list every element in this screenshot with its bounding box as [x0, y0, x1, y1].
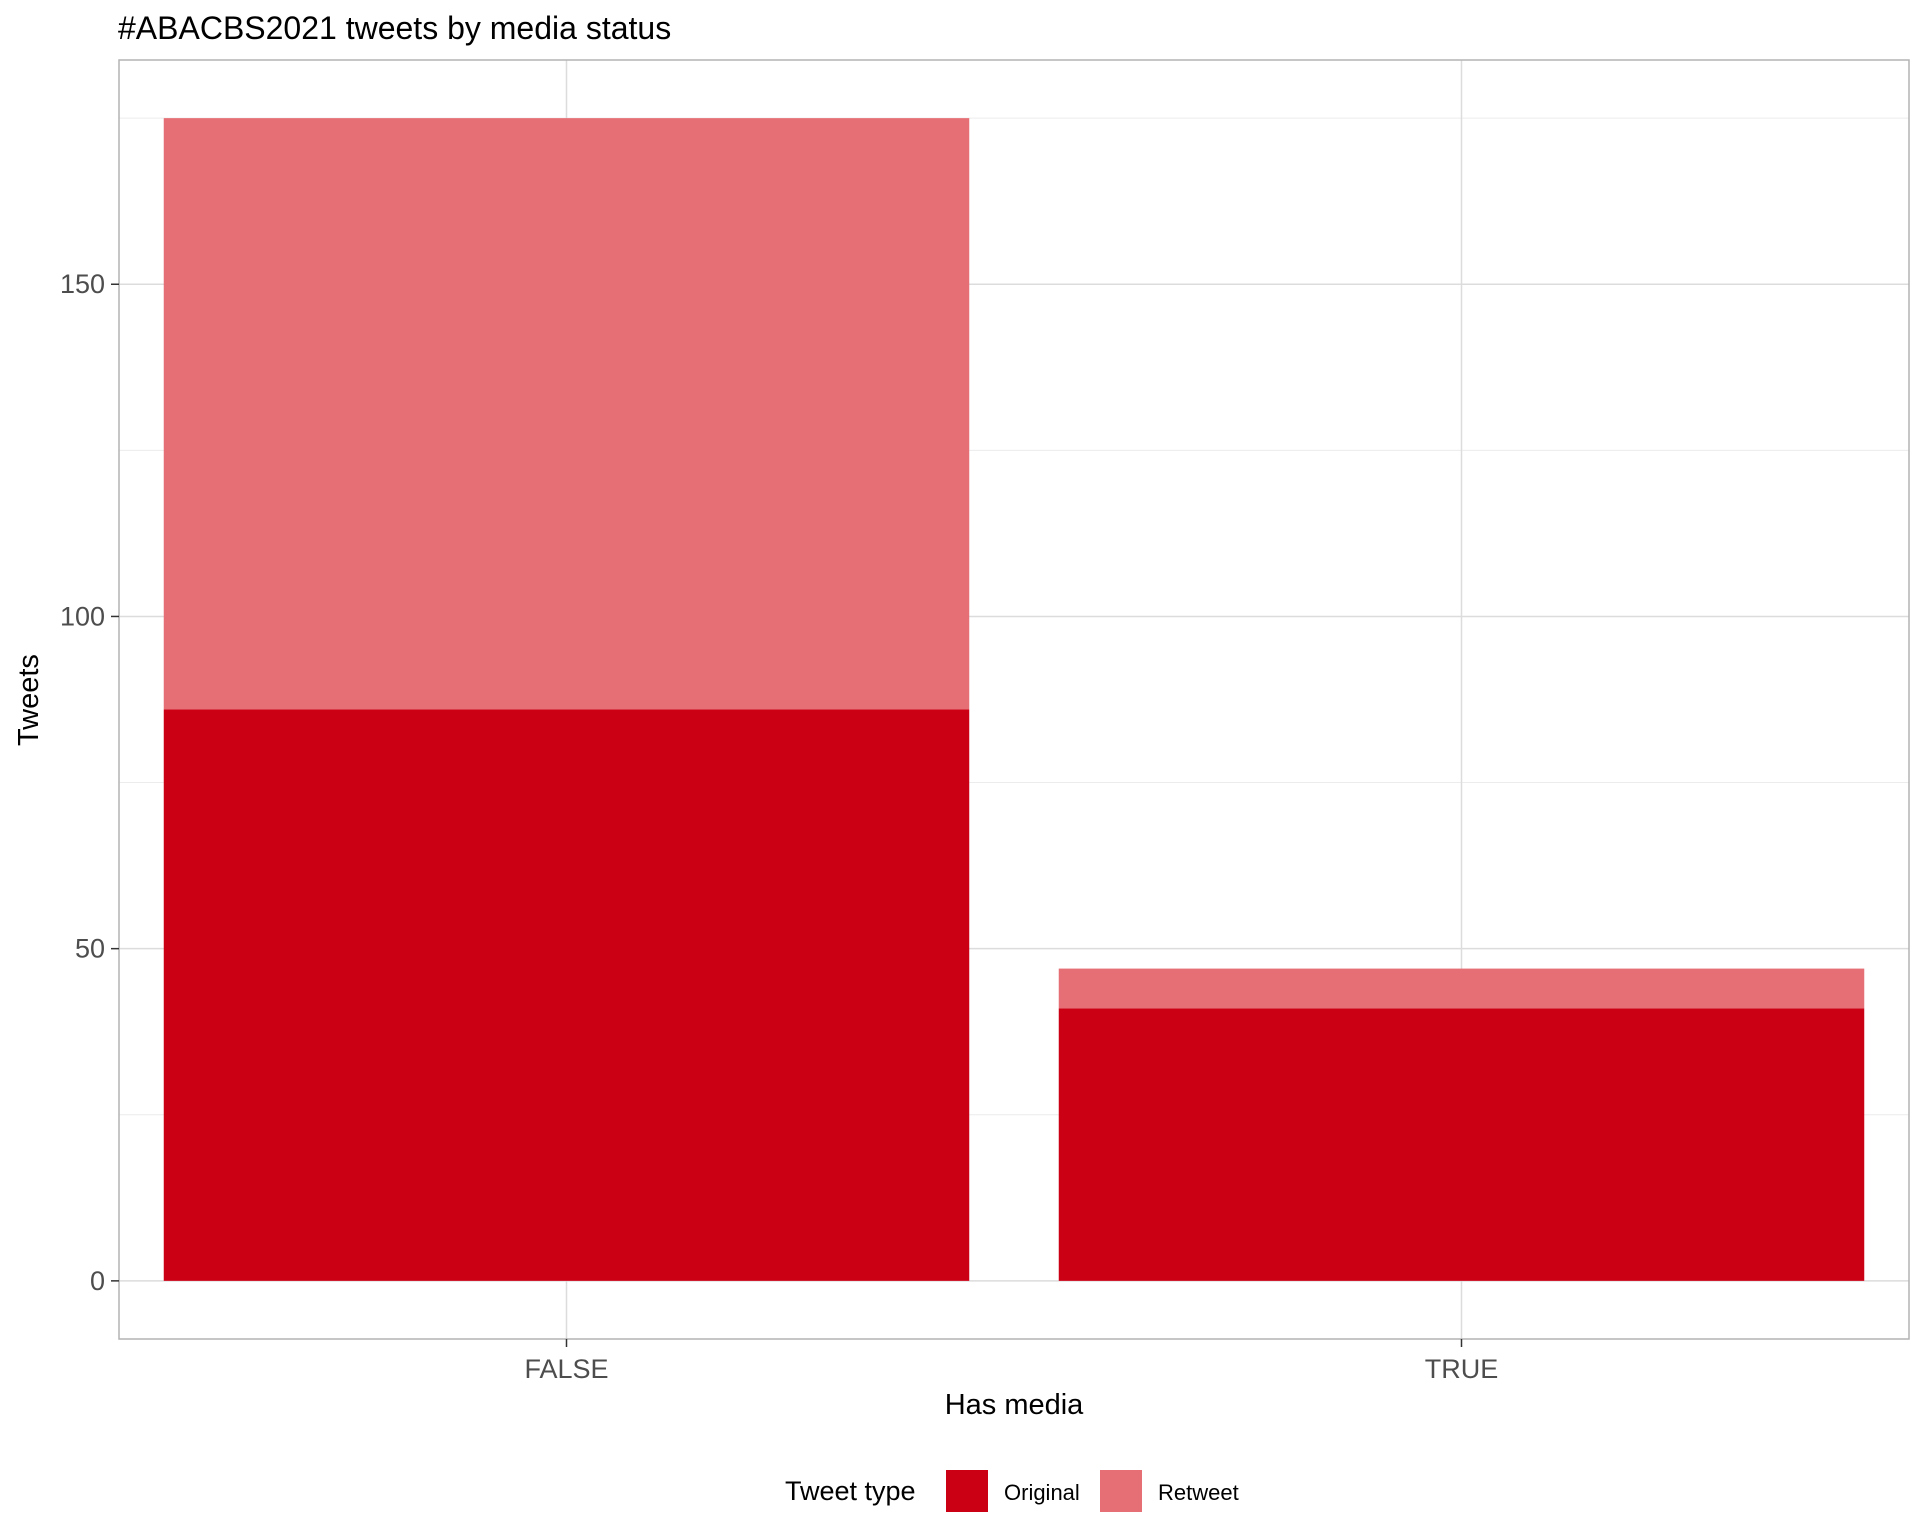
legend-key-original: [946, 1470, 988, 1512]
y-tick-label: 50: [75, 934, 105, 964]
y-tick-label: 150: [60, 269, 105, 299]
legend-key-retweet: [1100, 1470, 1142, 1512]
legend: Tweet type Original Retweet: [785, 1470, 1239, 1512]
panel-border: [118, 59, 1910, 1340]
x-tick-label: TRUE: [1425, 1354, 1499, 1384]
legend-label-original: Original: [1004, 1480, 1080, 1505]
legend-title: Tweet type: [785, 1476, 916, 1506]
legend-items: Original Retweet: [946, 1470, 1239, 1512]
chart-title: #ABACBS2021 tweets by media status: [118, 10, 671, 46]
x-axis-title: Has media: [945, 1389, 1084, 1421]
bars: [163, 118, 1865, 1281]
y-tick-label: 0: [90, 1266, 105, 1296]
bar-retweet-false: [163, 118, 970, 710]
legend-label-retweet: Retweet: [1158, 1480, 1239, 1505]
x-axis: FALSE TRUE: [524, 1339, 1498, 1384]
y-axis-title: Tweets: [13, 654, 45, 746]
y-tick-label: 100: [60, 601, 105, 631]
bar-retweet-true: [1058, 968, 1865, 1009]
y-axis: 0 50 100 150: [60, 269, 119, 1296]
bar-original-false: [163, 709, 970, 1281]
x-tick-label: FALSE: [524, 1354, 608, 1384]
bar-original-true: [1058, 1008, 1865, 1281]
